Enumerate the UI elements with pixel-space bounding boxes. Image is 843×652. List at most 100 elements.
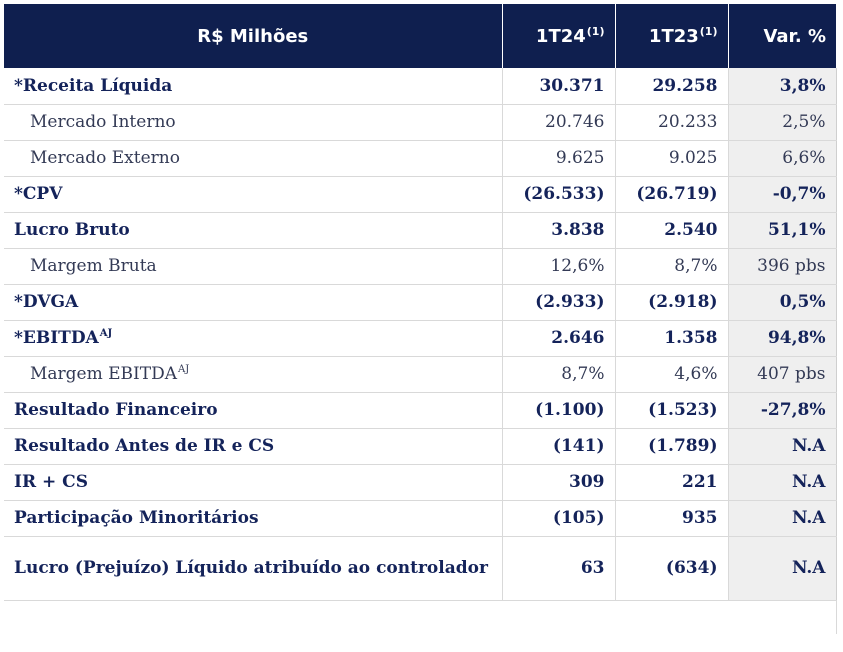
financial-summary-table: R$ Milhões 1T24(1) 1T23(1) Var. % *Recei…: [4, 4, 837, 634]
row-label-text: Margem EBITDA: [30, 364, 177, 384]
row-label: Lucro Bruto: [4, 212, 503, 249]
row-label-superscript: AJ: [178, 364, 190, 375]
row-label-text: *EBITDA: [14, 328, 99, 348]
row-label-text: Margem Bruta: [30, 256, 157, 276]
row-label: *DVGA: [4, 284, 503, 321]
value-variation: 396 pbs: [728, 248, 837, 285]
header-1t23: 1T23(1): [615, 4, 729, 68]
table-row: Resultado Antes de IR e CS (141) (1.789) N.…: [4, 428, 837, 465]
header-label: R$ Milhões: [4, 4, 503, 68]
value-1t24: 2.646: [502, 320, 616, 357]
header-variation: Var. %: [728, 4, 836, 68]
value-1t23: 221: [615, 464, 729, 501]
value-variation: N.A: [728, 464, 837, 501]
value-1t24: (105): [502, 500, 616, 537]
value-variation: 94,8%: [728, 320, 837, 357]
row-label: Participação Minoritários: [4, 500, 503, 537]
value-1t24: (26.533): [502, 176, 616, 213]
blank-cell: [502, 600, 615, 634]
table-row: IR + CS 309 221 N.A: [4, 464, 837, 501]
value-1t24: 63: [502, 536, 616, 601]
table-blank-row: [4, 600, 837, 634]
table-row: Lucro Bruto 3.838 2.540 51,1%: [4, 212, 837, 249]
value-1t23: (2.918): [615, 284, 729, 321]
row-label: Lucro (Prejuízo) Líquido atribuído ao co…: [4, 536, 503, 601]
value-1t24: 9.625: [502, 140, 616, 177]
row-label-superscript: AJ: [99, 328, 113, 339]
blank-cell: [615, 600, 728, 634]
value-variation: N.A: [728, 428, 837, 465]
value-1t23: 4,6%: [615, 356, 729, 393]
table-row: Mercado Interno 20.746 20.233 2,5%: [4, 104, 837, 141]
header-1t24-note: (1): [586, 25, 605, 38]
row-label: *EBITDAAJ: [4, 320, 503, 357]
value-variation: 407 pbs: [728, 356, 837, 393]
header-1t24: 1T24(1): [502, 4, 616, 68]
row-label-text: Mercado Interno: [30, 112, 176, 132]
row-label-text: Resultado Financeiro: [14, 400, 218, 420]
value-1t23: 2.540: [615, 212, 729, 249]
row-label: Resultado Financeiro: [4, 392, 503, 429]
value-variation: 51,1%: [728, 212, 837, 249]
row-label-text: Lucro (Prejuízo) Líquido atribuído ao co…: [14, 558, 488, 578]
row-label-text: Lucro Bruto: [14, 220, 130, 240]
value-1t23: 20.233: [615, 104, 729, 141]
blank-cell: [728, 600, 837, 634]
value-1t24: (141): [502, 428, 616, 465]
value-1t24: 3.838: [502, 212, 616, 249]
table-row: Mercado Externo 9.625 9.025 6,6%: [4, 140, 837, 177]
table-row: *Receita Líquida 30.371 29.258 3,8%: [4, 68, 837, 105]
row-label-text: Participação Minoritários: [14, 508, 259, 528]
row-label: Mercado Interno: [4, 104, 503, 141]
row-label: Margem Bruta: [4, 248, 503, 285]
value-variation: 0,5%: [728, 284, 837, 321]
table-row: *DVGA (2.933) (2.918) 0,5%: [4, 284, 837, 321]
row-label: Mercado Externo: [4, 140, 503, 177]
table-row: Margem Bruta 12,6% 8,7% 396 pbs: [4, 248, 837, 285]
value-1t23: 1.358: [615, 320, 729, 357]
value-variation: 3,8%: [728, 68, 837, 105]
financial-summary-table-container: R$ Milhões 1T24(1) 1T23(1) Var. % *Recei…: [4, 4, 837, 634]
header-1t23-note: (1): [699, 25, 718, 38]
value-1t23: (1.789): [615, 428, 729, 465]
blank-cell: [4, 600, 502, 634]
row-label-text: *CPV: [14, 184, 63, 204]
value-1t24: 30.371: [502, 68, 616, 105]
value-1t23: 8,7%: [615, 248, 729, 285]
table-row: Margem EBITDAAJ 8,7% 4,6% 407 pbs: [4, 356, 837, 393]
table-row: Lucro (Prejuízo) Líquido atribuído ao co…: [4, 536, 837, 601]
row-label-text: *DVGA: [14, 292, 79, 312]
value-1t23: 935: [615, 500, 729, 537]
value-1t24: 12,6%: [502, 248, 616, 285]
table-row: *CPV (26.533) (26.719) -0,7%: [4, 176, 837, 213]
table-row: *EBITDAAJ 2.646 1.358 94,8%: [4, 320, 837, 357]
row-label: *Receita Líquida: [4, 68, 503, 105]
row-label-text: IR + CS: [14, 472, 88, 492]
value-1t24: 8,7%: [502, 356, 616, 393]
row-label: *CPV: [4, 176, 503, 213]
value-variation: N.A: [728, 536, 837, 601]
value-1t24: 309: [502, 464, 616, 501]
row-label: Margem EBITDAAJ: [4, 356, 503, 393]
value-1t23: (634): [615, 536, 729, 601]
row-label-text: Mercado Externo: [30, 148, 180, 168]
value-1t23: 29.258: [615, 68, 729, 105]
value-1t23: 9.025: [615, 140, 729, 177]
value-variation: -27,8%: [728, 392, 837, 429]
value-variation: 6,6%: [728, 140, 837, 177]
row-label: IR + CS: [4, 464, 503, 501]
row-label: Resultado Antes de IR e CS: [4, 428, 503, 465]
table-header-row: R$ Milhões 1T24(1) 1T23(1) Var. %: [4, 4, 836, 68]
row-label-text: *Receita Líquida: [14, 75, 173, 96]
table-row: Participação Minoritários (105) 935 N.A: [4, 500, 837, 537]
value-1t24: (1.100): [502, 392, 616, 429]
value-variation: 2,5%: [728, 104, 837, 141]
value-1t23: (26.719): [615, 176, 729, 213]
value-variation: N.A: [728, 500, 837, 537]
table-row: Resultado Financeiro (1.100) (1.523) -27,8%: [4, 392, 837, 429]
value-1t24: 20.746: [502, 104, 616, 141]
value-1t24: (2.933): [502, 284, 616, 321]
value-1t23: (1.523): [615, 392, 729, 429]
row-label-text: Resultado Antes de IR e CS: [14, 436, 275, 456]
value-variation: -0,7%: [728, 176, 837, 213]
